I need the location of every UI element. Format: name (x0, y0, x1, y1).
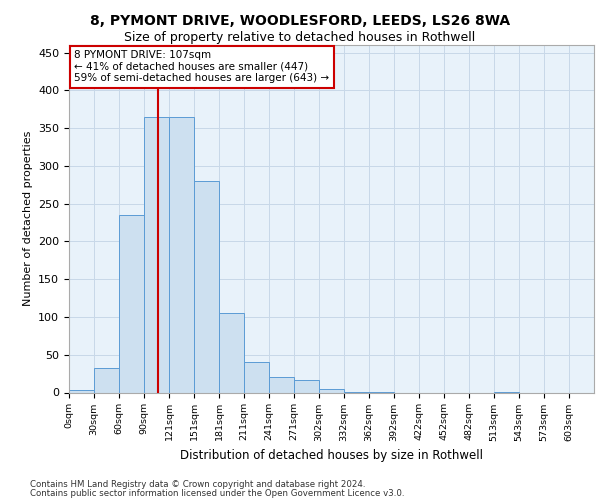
Bar (319, 388, 344, 392)
Text: 8, PYMONT DRIVE, WOODLESFORD, LEEDS, LS26 8WA: 8, PYMONT DRIVE, WOODLESFORD, LEEDS, LS2… (90, 14, 510, 28)
Bar (94, 368, 119, 392)
Bar (194, 181, 219, 392)
Bar (219, 313, 244, 392)
Y-axis label: Number of detached properties: Number of detached properties (23, 131, 32, 306)
Bar (144, 117, 169, 392)
Bar (169, 117, 194, 392)
Bar (69, 390, 94, 392)
Text: 8 PYMONT DRIVE: 107sqm
← 41% of detached houses are smaller (447)
59% of semi-de: 8 PYMONT DRIVE: 107sqm ← 41% of detached… (74, 50, 329, 84)
Text: Contains HM Land Registry data © Crown copyright and database right 2024.: Contains HM Land Registry data © Crown c… (30, 480, 365, 489)
Bar (119, 215, 144, 392)
Bar (269, 376, 294, 392)
Text: Contains public sector information licensed under the Open Government Licence v3: Contains public sector information licen… (30, 489, 404, 498)
Bar (244, 362, 269, 392)
Text: Size of property relative to detached houses in Rothwell: Size of property relative to detached ho… (124, 31, 476, 44)
Bar (294, 380, 319, 392)
X-axis label: Distribution of detached houses by size in Rothwell: Distribution of detached houses by size … (180, 449, 483, 462)
